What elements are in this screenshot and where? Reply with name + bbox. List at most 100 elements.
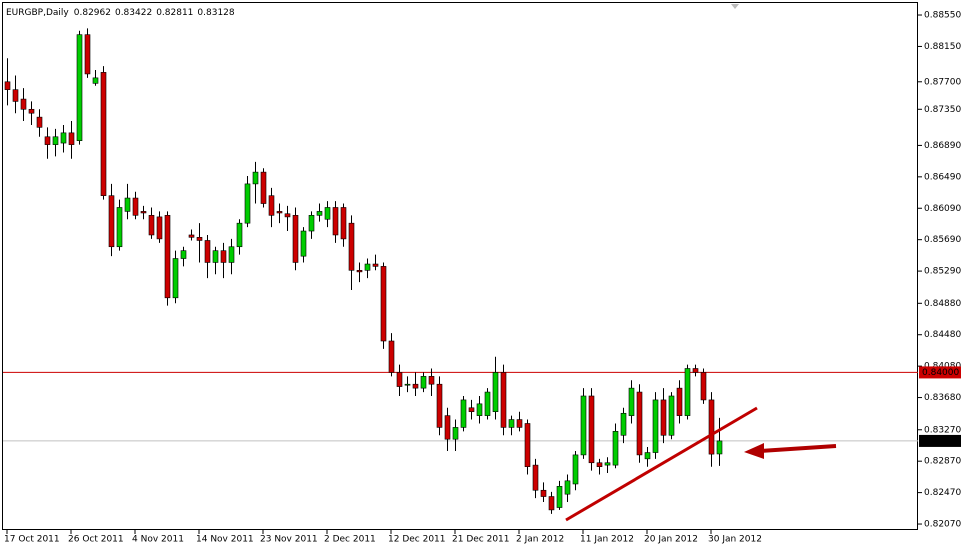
- candle-body-up: [452, 427, 459, 440]
- level-label-box: [919, 434, 961, 447]
- candle-body-up: [460, 399, 467, 428]
- x-tick-label: 12 Dec 2011: [388, 535, 446, 545]
- candle-body-up: [124, 197, 131, 212]
- x-tick-label: 4 Nov 2011: [132, 535, 184, 545]
- x-tick-label: 14 Nov 2011: [196, 535, 254, 545]
- candle-body-up: [684, 368, 691, 416]
- y-tick-label: 0.82070: [924, 520, 961, 530]
- x-tick-label: 21 Dec 2011: [452, 535, 510, 545]
- candle-body-down: [268, 195, 275, 216]
- candle-body-down: [388, 340, 395, 373]
- level-label: 0.84000: [922, 368, 959, 378]
- y-tick-label: 0.84880: [924, 299, 961, 309]
- candle-body-down: [412, 383, 419, 389]
- chart-title: EURGBP,Daily: [6, 8, 69, 18]
- candle-body-down: [164, 215, 171, 299]
- candle-body-up: [556, 486, 563, 508]
- arrow-shaft: [759, 444, 837, 453]
- candle-body-down: [36, 116, 43, 128]
- candle-body-down: [84, 34, 91, 75]
- candle-body-down: [292, 215, 299, 263]
- candle-body-up: [116, 207, 123, 248]
- candle-body-up: [404, 383, 411, 386]
- y-tick-label: 0.83270: [924, 425, 961, 435]
- candle-body-down: [588, 395, 595, 464]
- level-label-box: [919, 366, 961, 379]
- y-tick-label: 0.85290: [924, 267, 961, 277]
- candle-body-up: [324, 207, 331, 220]
- candle-body-down: [516, 419, 523, 428]
- candle-body-up: [364, 263, 371, 271]
- y-tick-label: 0.86490: [924, 172, 961, 182]
- candle-body-down: [340, 207, 347, 240]
- candle-body-down: [380, 266, 387, 342]
- candle-body-down: [276, 211, 283, 214]
- x-tick-label: 17 Oct 2011: [4, 535, 60, 545]
- candle-body-down: [428, 376, 435, 385]
- candle-body-up: [172, 258, 179, 299]
- candle-body-down: [156, 216, 163, 240]
- candle-body-up: [76, 34, 83, 142]
- candle-body-down: [444, 415, 451, 440]
- candle-body-down: [28, 108, 35, 114]
- candle-body-up: [236, 222, 243, 248]
- shift-marker: [731, 4, 739, 9]
- candle-body-up: [308, 215, 315, 232]
- candle-body-up: [508, 419, 515, 428]
- candle-body-down: [708, 399, 715, 455]
- candle-body-up: [212, 250, 219, 263]
- y-tick-label: 0.84480: [924, 330, 961, 340]
- candle-body-down: [108, 195, 115, 248]
- candle-body-up: [668, 395, 675, 436]
- candle-body-up: [244, 183, 251, 224]
- candle-body-up: [492, 372, 499, 413]
- level-lines: [3, 371, 918, 442]
- y-tick-label: 0.85690: [924, 235, 961, 245]
- candle-body-down: [260, 171, 267, 204]
- candle-body-up: [580, 395, 587, 456]
- candle-body-down: [596, 462, 603, 467]
- candle-body-up: [652, 399, 659, 453]
- candle-body-up: [228, 246, 235, 263]
- x-tick-label: 26 Oct 2011: [68, 535, 124, 545]
- y-tick-label: 0.83680: [924, 393, 961, 403]
- candle-body-down: [332, 207, 339, 236]
- candle-body-up: [644, 452, 651, 460]
- candle-body-down: [676, 387, 683, 416]
- plot-frame: [2, 2, 918, 530]
- x-tick-label: 11 Jan 2012: [580, 535, 634, 545]
- last-open: 0.82962: [74, 8, 111, 18]
- candle-body-down: [68, 132, 75, 145]
- candle-body-down: [196, 237, 203, 241]
- x-tick-label: 2 Jan 2012: [516, 535, 564, 545]
- candle-body-up: [180, 250, 187, 259]
- candle-body-down: [524, 423, 531, 467]
- arrow: [744, 443, 837, 459]
- candles: [4, 28, 723, 514]
- candle-body-down: [348, 222, 355, 271]
- candle-body-down: [188, 234, 195, 238]
- candle-body-down: [468, 407, 475, 413]
- candle-body-down: [532, 464, 539, 491]
- trend-line: [565, 406, 758, 522]
- candle-body-down: [140, 211, 147, 214]
- candle-body-up: [52, 136, 59, 145]
- candle-body-down: [12, 89, 19, 102]
- candle-body-up: [252, 171, 259, 185]
- candle-body-up: [604, 462, 611, 466]
- candle-body-up: [316, 211, 323, 216]
- candle-body-down: [4, 81, 11, 90]
- x-tick-label: 2 Dec 2011: [324, 535, 376, 545]
- candle-body-down: [20, 98, 27, 110]
- candle-body-up: [620, 412, 627, 436]
- candle-body-up: [716, 440, 723, 455]
- candle-body-down: [148, 215, 155, 236]
- candle-body-down: [396, 372, 403, 387]
- last-close: 0.83128: [197, 8, 234, 18]
- candle-body-down: [44, 136, 51, 145]
- y-tick-label: 0.86090: [924, 204, 961, 214]
- candle-body-up: [476, 403, 483, 416]
- candle-body-up: [60, 132, 67, 144]
- candle-body-down: [540, 489, 547, 497]
